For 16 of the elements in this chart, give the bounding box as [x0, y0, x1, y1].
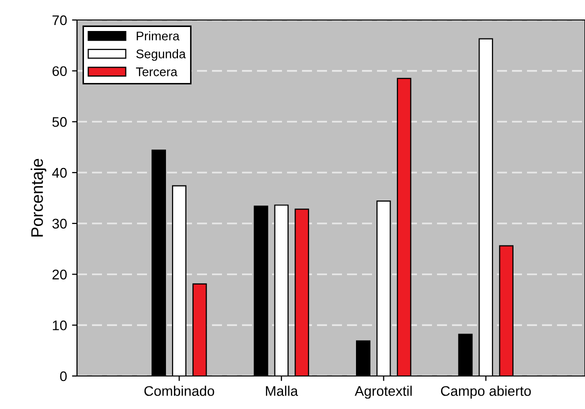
y-tick-label: 70 — [52, 15, 67, 26]
y-tick-label: 0 — [60, 371, 67, 382]
x-tick-label: Combinado — [144, 386, 214, 396]
y-tick-label: 30 — [52, 218, 67, 229]
y-tick-label: 20 — [52, 270, 67, 280]
x-tick-label: Agrotextil — [354, 386, 412, 399]
legend-label: Primera — [136, 31, 180, 40]
x-tick-label: Campo abierto — [441, 386, 531, 399]
y-tick-label: 40 — [52, 168, 67, 178]
y-tick-label: 50 — [52, 117, 67, 127]
x-tick-label: Malla — [266, 386, 298, 396]
legend-label: Tercera — [136, 68, 178, 76]
y-axis-title: Porcentaje — [30, 158, 46, 236]
y-tick-label: 60 — [52, 66, 67, 76]
y-tick-label: 10 — [52, 320, 67, 330]
legend-label: Segunda — [136, 49, 186, 61]
